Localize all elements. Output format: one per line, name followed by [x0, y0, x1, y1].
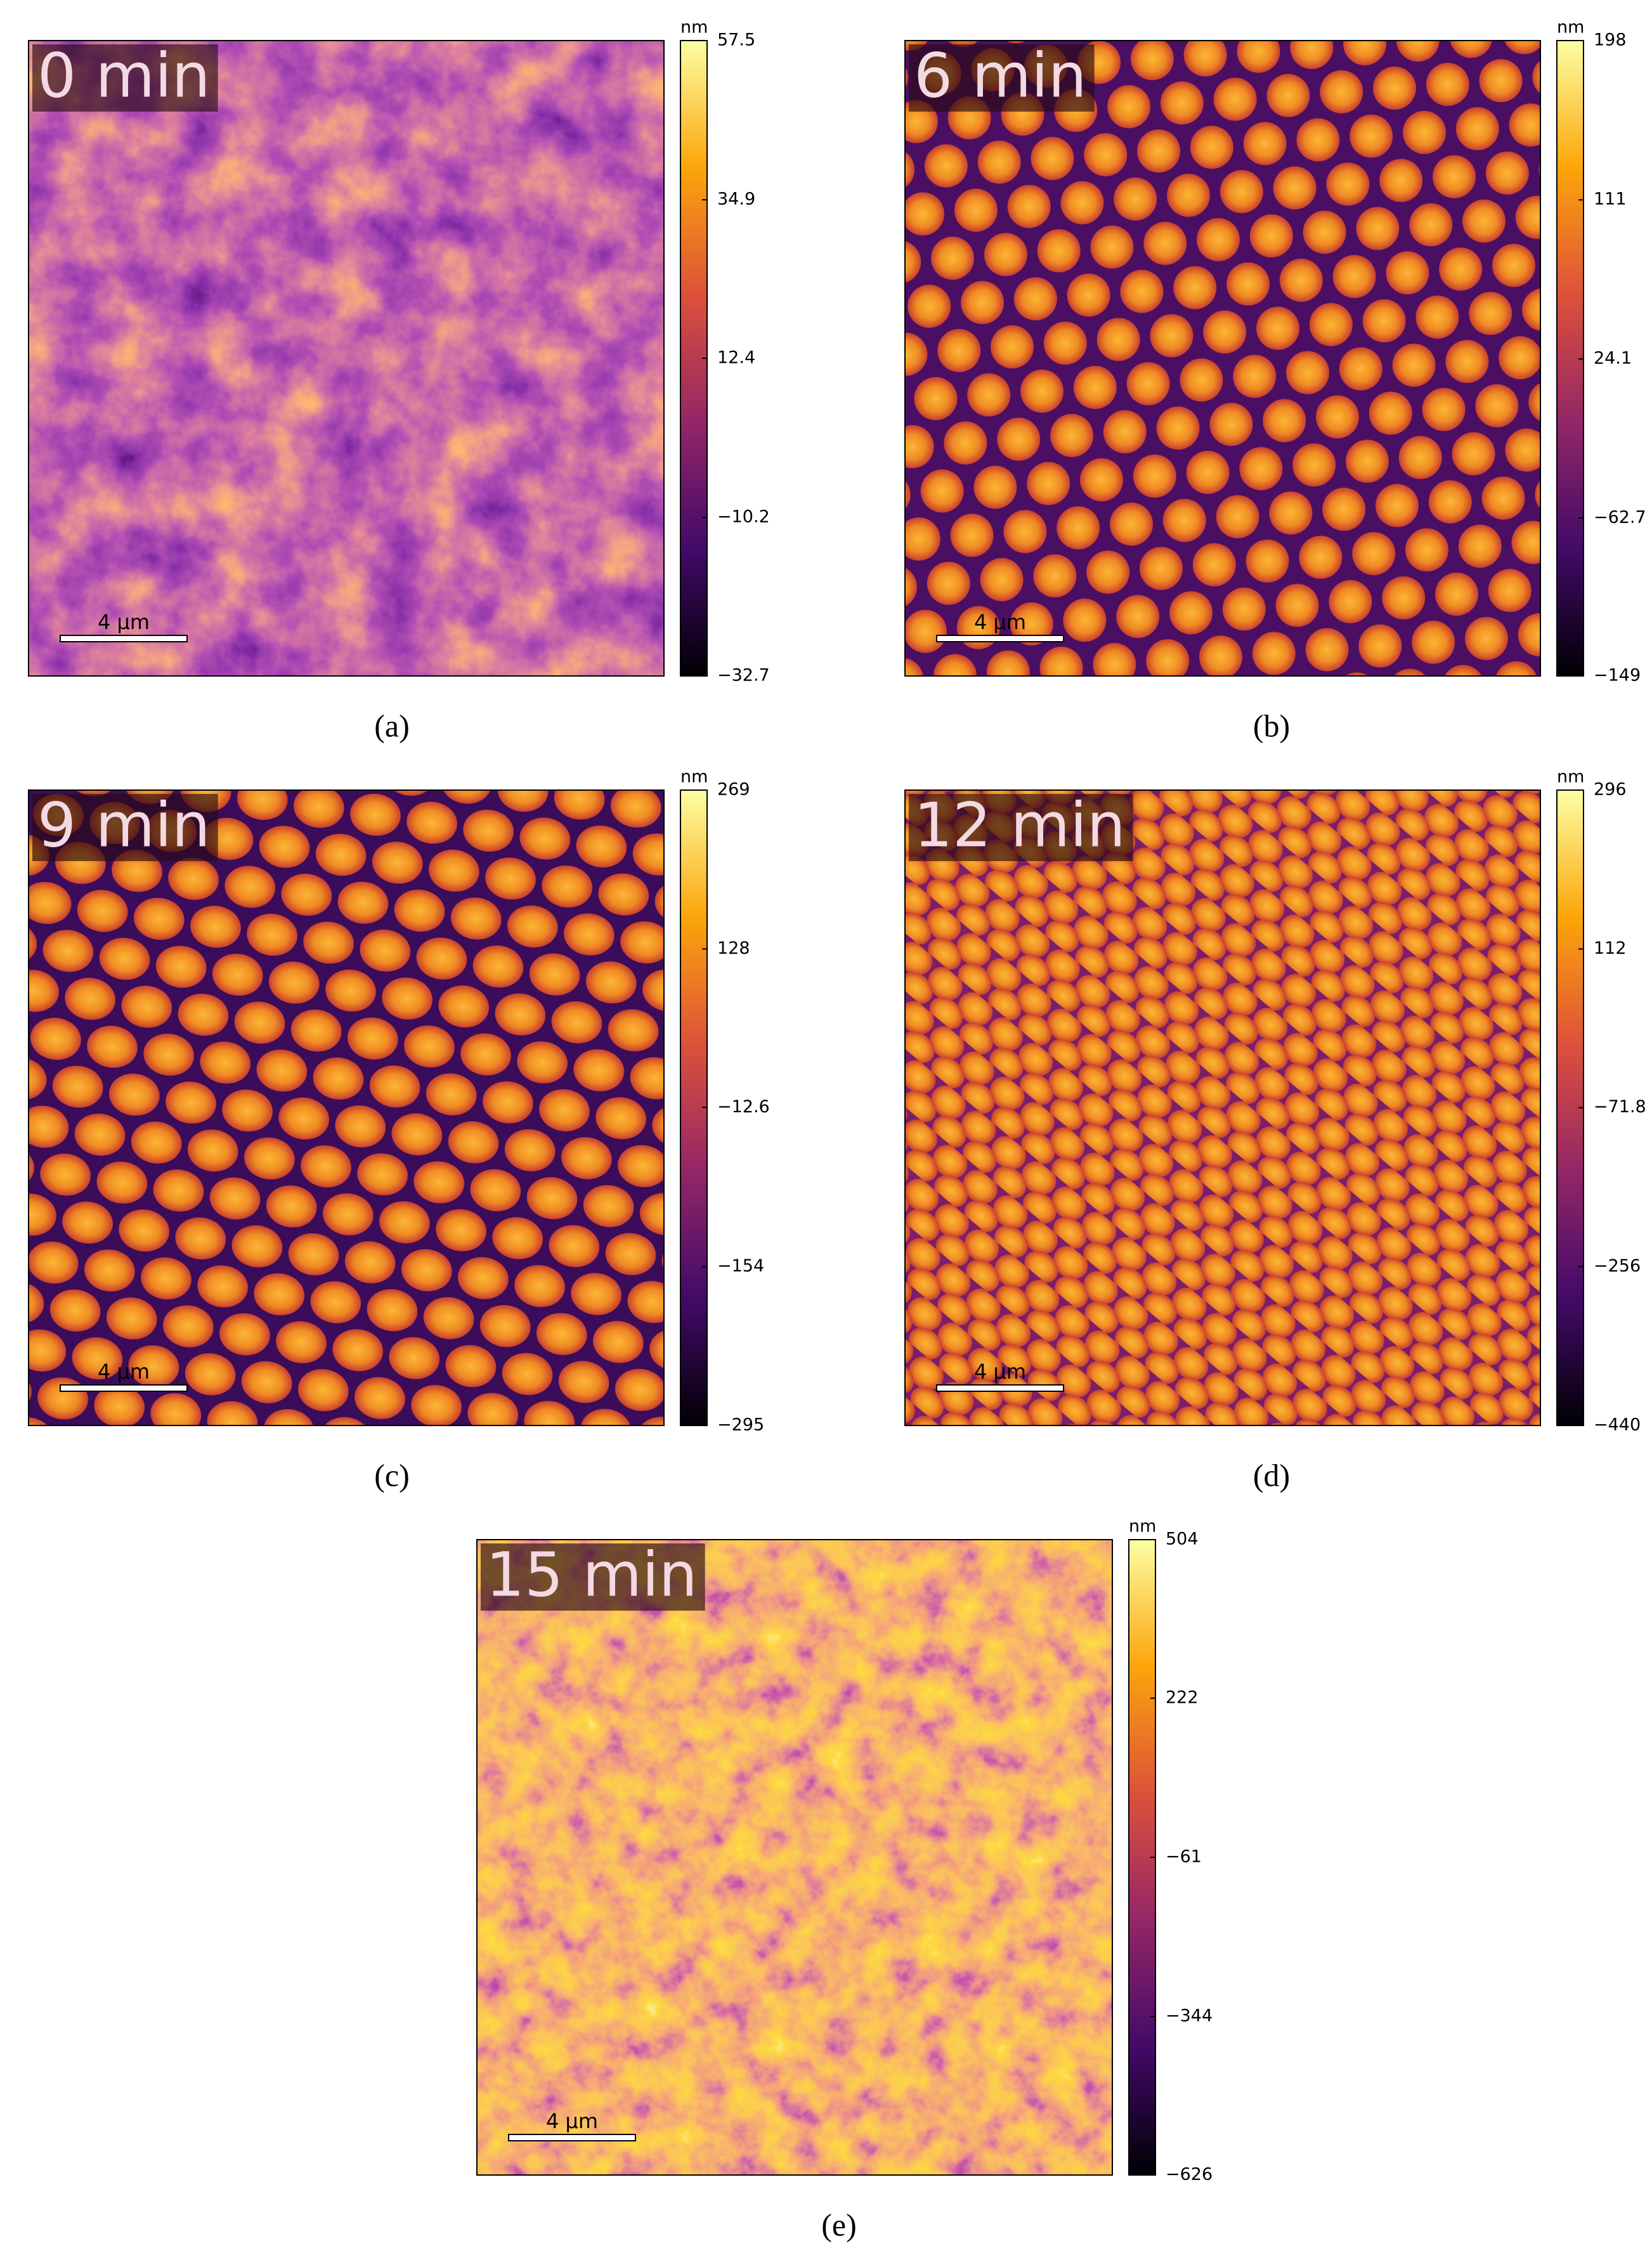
scale-bar-label: 4 µm	[98, 1360, 150, 1384]
scale-bar	[936, 1384, 1064, 1392]
colorbar-tick-label: −12.6	[717, 1097, 770, 1117]
colorbar-tick-label: −295	[717, 1415, 764, 1435]
afm-image	[29, 41, 664, 676]
panel-caption: (a)	[374, 708, 410, 743]
colorbar-tick-label: 198	[1594, 30, 1627, 50]
colorbar-tick-label: −626	[1166, 2165, 1213, 2185]
afm-image	[477, 1540, 1112, 2175]
colorbar-unit: nm	[680, 18, 708, 37]
time-label-box	[481, 1543, 705, 1611]
scale-bar	[508, 2134, 636, 2141]
image-frame	[28, 789, 665, 1426]
colorbar-tick-label: 269	[717, 780, 750, 800]
time-label-box	[32, 44, 218, 112]
time-label: 12 min	[914, 789, 1126, 860]
panel-caption: (b)	[1253, 708, 1290, 743]
image-frame	[476, 1539, 1113, 2176]
colorbar-tick-label: −440	[1594, 1415, 1641, 1435]
afm-image	[905, 41, 1540, 676]
time-label-box	[32, 794, 218, 861]
scale-bar-label: 4 µm	[546, 2109, 598, 2133]
scale-bar	[60, 635, 188, 642]
image-frame	[904, 40, 1541, 677]
colorbar-unit: nm	[680, 767, 708, 787]
time-label-box	[909, 794, 1133, 861]
scale-bar	[60, 1384, 188, 1392]
colorbar-unit: nm	[1557, 767, 1584, 787]
time-label: 9 min	[37, 789, 211, 860]
scale-bar-label: 4 µm	[974, 610, 1026, 634]
colorbar	[1556, 40, 1584, 677]
colorbar-tick-label: 504	[1166, 1529, 1199, 1549]
colorbar-tick-label: 34.9	[717, 190, 755, 209]
colorbar-tick-label: 57.5	[717, 30, 755, 50]
colorbar-tick-label: −32.7	[717, 666, 770, 685]
colorbar-tick-label: −71.8	[1594, 1097, 1646, 1117]
scale-bar	[936, 635, 1064, 642]
colorbar-tick-label: 296	[1594, 780, 1627, 800]
colorbar-tick-label: 12.4	[717, 348, 755, 368]
scale-bar-label: 4 µm	[98, 610, 150, 634]
time-label-box	[909, 44, 1095, 112]
colorbar-tick-label: −344	[1166, 2006, 1213, 2025]
time-label: 15 min	[486, 1539, 698, 1610]
afm-image	[29, 790, 664, 1425]
colorbar-tick-label: 222	[1166, 1688, 1199, 1708]
colorbar-tick-label: 128	[717, 938, 750, 958]
time-label: 6 min	[914, 40, 1087, 111]
colorbar-unit: nm	[1557, 18, 1584, 37]
colorbar-tick-label: −154	[717, 1256, 764, 1276]
panel-caption: (e)	[821, 2207, 857, 2242]
colorbar-tick-label: 111	[1594, 190, 1627, 209]
scale-bar-label: 4 µm	[974, 1360, 1026, 1384]
colorbar-tick-label: −61	[1166, 1847, 1202, 1867]
colorbar-unit: nm	[1129, 1517, 1156, 1536]
panel-caption: (d)	[1253, 1457, 1290, 1493]
image-frame	[904, 789, 1541, 1426]
colorbar-tick-label: −62.7	[1594, 507, 1646, 527]
colorbar-tick-label: −10.2	[717, 507, 770, 527]
colorbar-tick-label: 112	[1594, 938, 1627, 958]
colorbar-tick-label: −149	[1594, 666, 1641, 685]
afm-image	[905, 790, 1540, 1425]
image-frame	[28, 40, 665, 677]
colorbar-tick-label: −256	[1594, 1256, 1641, 1276]
colorbar-tick-label: 24.1	[1594, 349, 1632, 368]
panel-caption: (c)	[374, 1457, 410, 1493]
time-label: 0 min	[37, 40, 211, 111]
